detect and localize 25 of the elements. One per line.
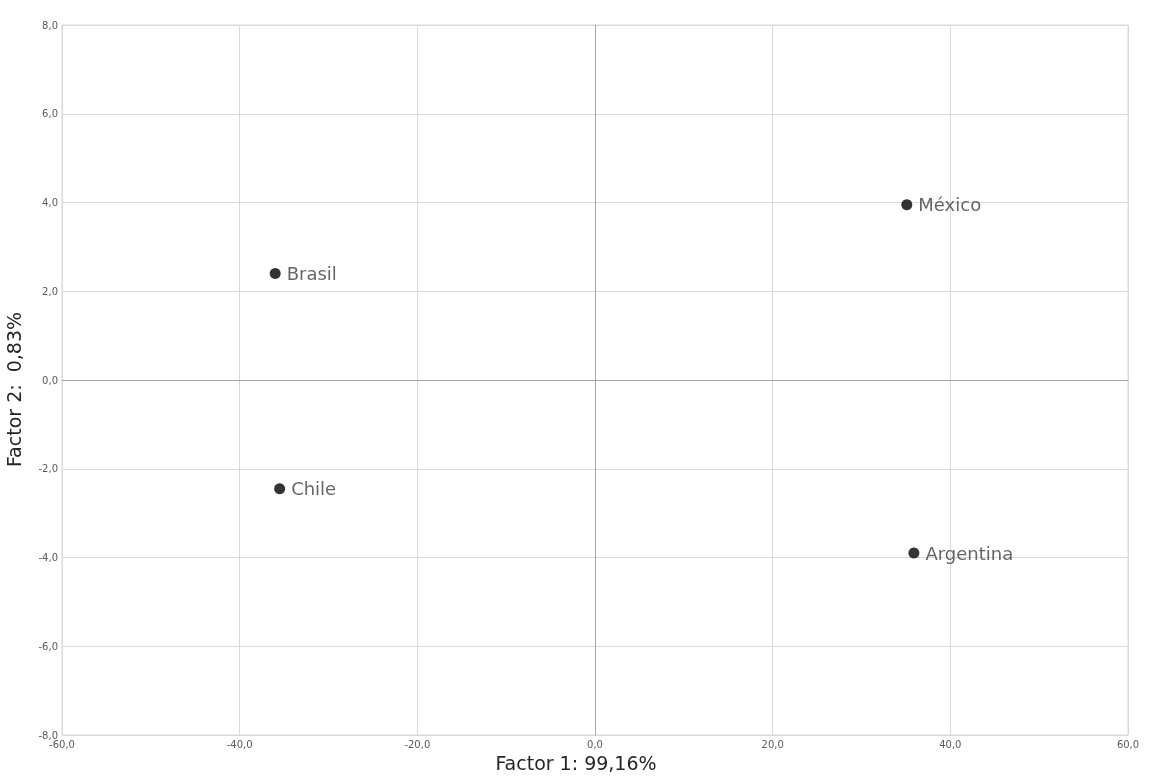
- x-tick-label: -40,0: [226, 738, 253, 750]
- y-tick-label: 2,0: [42, 285, 58, 297]
- point: [908, 547, 920, 559]
- y-tick-label: -4,0: [38, 552, 58, 563]
- x-tick-label: 60,0: [1116, 738, 1140, 750]
- y-tick-label: -2,0: [38, 463, 58, 475]
- y-tick-label: 8,0: [42, 19, 58, 31]
- x-tick-label: 40,0: [939, 738, 962, 750]
- y-tick-label: -6,0: [38, 640, 58, 652]
- series-label: México: [918, 194, 982, 216]
- y-axis-title: Factor 2: 0,83%: [2, 311, 25, 468]
- y-tick-label: 4,0: [42, 197, 58, 208]
- x-tick-label: -20,0: [404, 738, 431, 750]
- point: [274, 483, 286, 495]
- y-tick-label: -8,0: [38, 729, 58, 741]
- point: [269, 268, 281, 279]
- y-tick-label: 0,0: [42, 374, 58, 386]
- point: [901, 199, 913, 211]
- x-axis-title: Factor 1: 99,16%: [495, 751, 657, 774]
- series-label: Chile: [291, 478, 337, 500]
- x-tick-label: 20,0: [761, 738, 784, 750]
- series-label: Brasil: [286, 263, 337, 284]
- y-tick-label: 6,0: [42, 108, 58, 120]
- series-label: Argentina: [925, 542, 1014, 564]
- x-tick-label: 0,0: [587, 738, 603, 750]
